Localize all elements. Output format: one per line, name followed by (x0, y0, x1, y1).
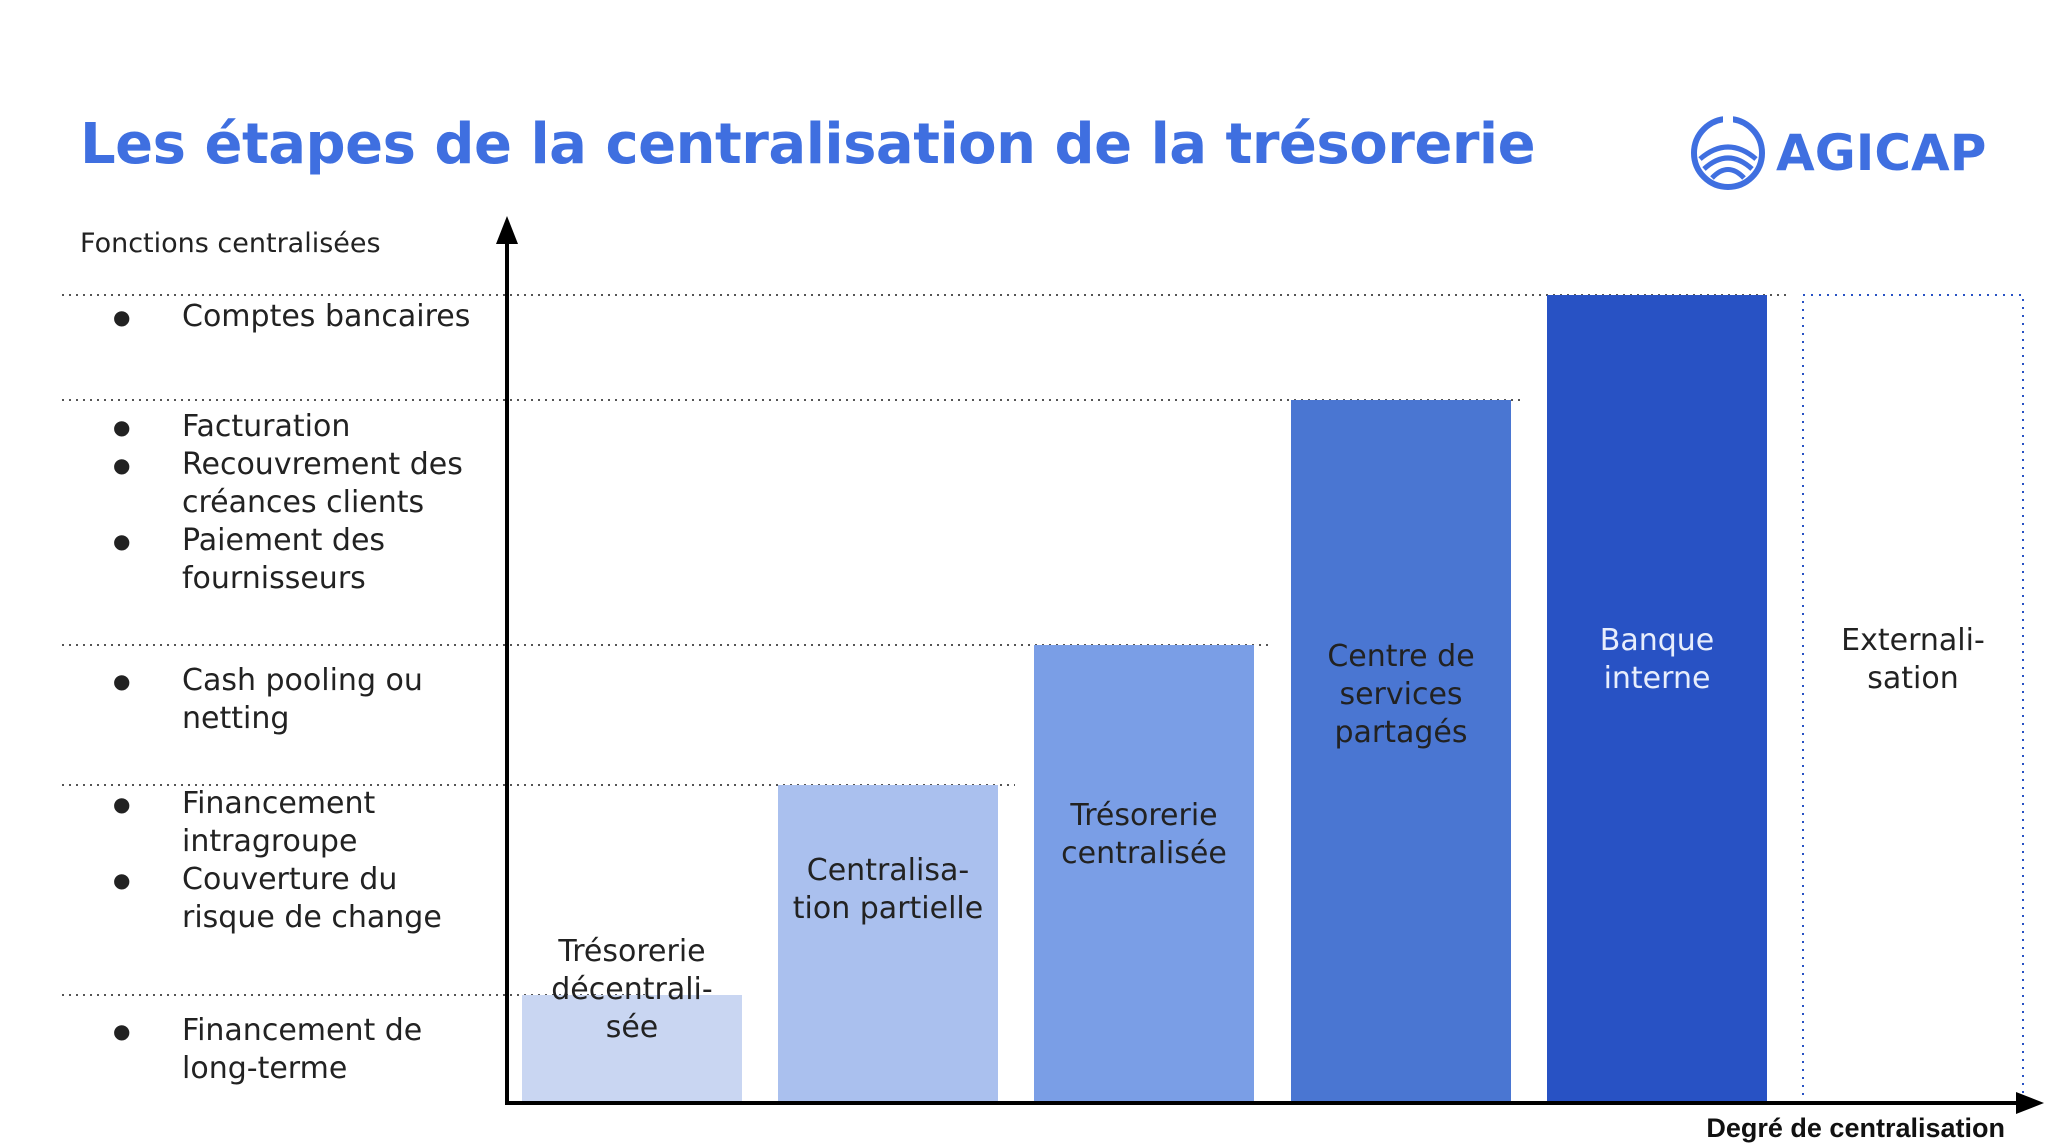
bar-label-5: Banque interne (1599, 623, 1715, 696)
x-axis-arrow (2016, 1092, 2044, 1114)
function-item: Facturation (110, 408, 490, 446)
bar-5 (1547, 295, 1767, 1103)
y-axis-title: Fonctions centralisées (80, 228, 381, 259)
x-axis-title: Degré de centralisation (1706, 1113, 2005, 1143)
function-group-3: Cash pooling ou netting (110, 662, 490, 738)
function-item: Financement de long-terme (110, 1012, 490, 1088)
function-item: Financement intragroupe (110, 785, 490, 861)
y-axis-arrow (496, 216, 518, 244)
function-group-5: Financement de long-terme (110, 1012, 490, 1088)
function-item: Comptes bancaires (110, 298, 490, 336)
bar-label-6: Externali-sation (1841, 623, 1985, 696)
function-item: Paiement des fournisseurs (110, 522, 490, 598)
bar-2 (778, 785, 998, 1103)
function-group-4: Financement intragroupeCouverture du ris… (110, 785, 490, 937)
bar-label-3: Trésorerie centralisée (1061, 798, 1227, 871)
function-group-2: FacturationRecouvrement des créances cli… (110, 408, 490, 598)
bar-label-4: Centre de services partagés (1327, 639, 1475, 750)
function-group-1: Comptes bancaires (110, 298, 490, 336)
bar-label-1: Trésorerie décentrali-sée (551, 934, 713, 1045)
bar-label-2: Centralisa-tion partielle (792, 853, 984, 926)
function-item: Cash pooling ou netting (110, 662, 490, 738)
bar-3 (1034, 645, 1254, 1103)
bar-4 (1291, 400, 1511, 1103)
logo: AGICAP (1690, 115, 1986, 191)
page-title: Les étapes de la centralisation de la tr… (80, 112, 1536, 177)
function-item: Recouvrement des créances clients (110, 446, 490, 522)
bar-1 (522, 995, 742, 1103)
logo-text: AGICAP (1776, 124, 1987, 182)
function-item: Couverture du risque de change (110, 861, 490, 937)
axes (496, 216, 2044, 1114)
agicap-logo-icon (1691, 115, 1765, 190)
bars (522, 294, 2024, 1104)
